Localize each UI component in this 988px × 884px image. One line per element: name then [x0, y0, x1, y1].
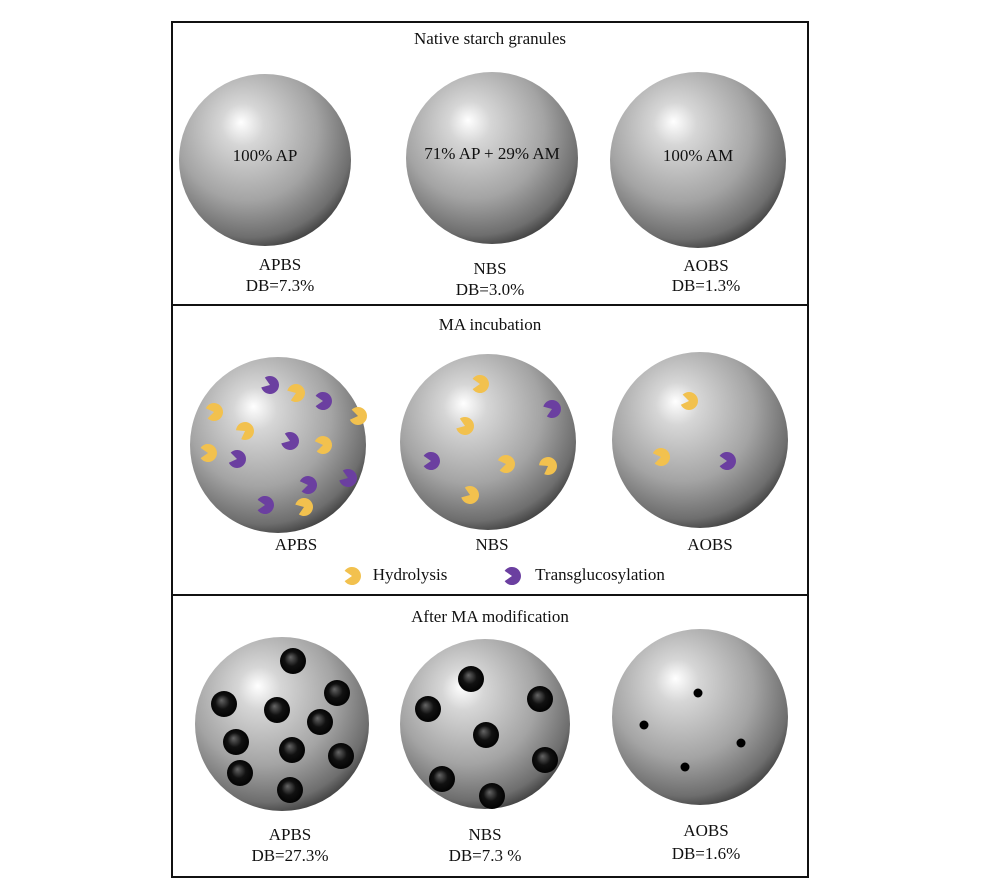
modified-region: [736, 738, 746, 748]
enzyme-icon: [257, 496, 274, 514]
modified-region: [280, 648, 306, 674]
modified-region: [223, 729, 249, 755]
enzyme-icon: [539, 457, 557, 476]
modified-region: [328, 743, 354, 769]
modified-region: [458, 666, 484, 692]
enzyme-icon: [344, 567, 361, 585]
panel-frame: [171, 594, 809, 878]
enzyme-icon: [281, 431, 299, 450]
degree-of-branching: DB=7.3%: [246, 276, 315, 295]
granule-composition: 100% AP: [233, 146, 298, 165]
degree-of-branching: DB=27.3%: [251, 846, 328, 865]
enzyme-icon: [295, 497, 313, 516]
enzyme-icon: [652, 447, 670, 466]
granule-name: NBS: [468, 825, 501, 844]
enzyme-icon: [287, 384, 306, 402]
degree-of-branching: DB=1.6%: [672, 844, 741, 863]
modified-region: [324, 680, 350, 706]
modified-region: [532, 747, 558, 773]
modified-region: [227, 760, 253, 786]
starch-granule: [400, 354, 576, 530]
legend-label: Hydrolysis: [373, 565, 448, 584]
granule-name: APBS: [269, 825, 312, 844]
enzyme-icon: [497, 455, 516, 473]
modified-region: [693, 688, 703, 698]
degree-of-branching: DB=3.0%: [456, 280, 525, 299]
modified-region: [264, 697, 290, 723]
modified-region: [527, 686, 553, 712]
enzyme-icon: [423, 452, 440, 470]
granule-name: AOBS: [687, 535, 732, 554]
degree-of-branching: DB=7.3 %: [449, 846, 522, 865]
enzyme-icon: [228, 450, 247, 468]
enzyme-icon: [200, 444, 217, 462]
enzyme-icon: [680, 392, 699, 411]
modified-region: [429, 766, 455, 792]
enzyme-icon: [314, 436, 333, 455]
enzyme-icon: [719, 452, 736, 470]
enzyme-icon: [461, 486, 479, 504]
panel-title: MA incubation: [439, 315, 542, 334]
degree-of-branching: DB=1.3%: [672, 276, 741, 295]
enzyme-icon: [315, 392, 332, 410]
modified-region: [307, 709, 333, 735]
granule-name: APBS: [259, 255, 302, 274]
enzyme-icon: [504, 567, 521, 585]
starch-granule: [406, 72, 578, 244]
panel-title: After MA modification: [411, 607, 569, 626]
granule-name: NBS: [475, 535, 508, 554]
starch-granule: [612, 629, 788, 805]
enzyme-icon: [236, 422, 254, 440]
enzyme-icon: [339, 469, 357, 488]
modified-region: [279, 737, 305, 763]
enzyme-icon: [299, 476, 317, 494]
starch-granule: [179, 74, 351, 246]
enzyme-icon: [456, 416, 474, 435]
granule-name: AOBS: [683, 256, 728, 275]
starch-granule: [610, 72, 786, 248]
starch-granule: [190, 357, 366, 533]
enzyme-icon: [543, 400, 561, 418]
modified-region: [415, 696, 441, 722]
granule-name: APBS: [275, 535, 318, 554]
enzyme-icon: [349, 407, 368, 425]
granule-composition: 71% AP + 29% AM: [424, 144, 560, 163]
modified-region: [680, 762, 690, 772]
starch-granule: [612, 352, 788, 528]
panel-title: Native starch granules: [414, 29, 566, 48]
granule-name: AOBS: [683, 821, 728, 840]
modified-region: [277, 777, 303, 803]
granule-name: NBS: [473, 259, 506, 278]
modified-region: [479, 783, 505, 809]
modified-region: [211, 691, 237, 717]
legend-label: Transglucosylation: [535, 565, 665, 584]
modified-region: [473, 722, 499, 748]
enzyme-icon: [472, 375, 489, 393]
enzyme-icon: [261, 375, 279, 394]
granule-composition: 100% AM: [663, 146, 733, 165]
modified-region: [639, 720, 649, 730]
enzyme-icon: [205, 403, 223, 421]
